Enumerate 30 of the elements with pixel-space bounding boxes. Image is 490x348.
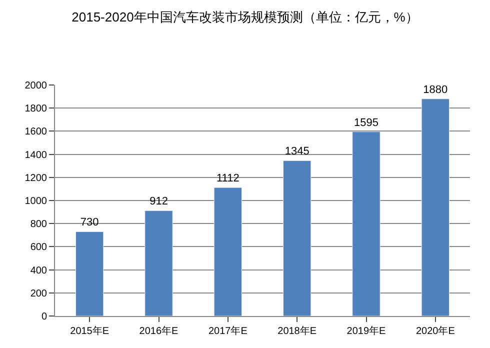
y-tick-label: 1200	[24, 172, 48, 184]
bar	[352, 132, 380, 316]
y-tick-label: 600	[30, 242, 48, 254]
y-tick-label: 1600	[24, 126, 48, 138]
data-label: 912	[150, 196, 168, 208]
y-tick-label: 0	[41, 312, 48, 322]
bar	[283, 160, 312, 316]
x-tick-label: 2019年E	[346, 325, 386, 337]
data-label: 1112	[216, 172, 240, 185]
x-tick-label: 2016年E	[139, 325, 179, 337]
x-tick-label: 2015年E	[70, 325, 110, 337]
y-tick-label: 800	[30, 219, 48, 230]
data-label: 1880	[423, 84, 448, 96]
bar	[76, 231, 104, 316]
bar	[421, 98, 450, 316]
bar	[214, 187, 242, 316]
bar	[144, 210, 173, 316]
data-label: 1345	[284, 146, 310, 158]
y-tick-label: 1000	[24, 196, 48, 207]
x-tick-label: 2018年E	[278, 325, 317, 337]
y-tick-label: 200	[30, 288, 48, 300]
data-label: 1595	[354, 116, 378, 129]
y-tick-label: 1800	[24, 104, 48, 115]
x-tick-label: 2020年E	[416, 325, 456, 337]
y-tick-label: 1400	[24, 150, 48, 161]
chart-title: 2015-2020年中国汽车改装市场规模预测（单位：亿元，%）	[72, 9, 418, 24]
x-tick-label: 2017年E	[208, 325, 248, 337]
y-tick-label: 2000	[24, 80, 48, 92]
data-label: 730	[80, 216, 99, 229]
y-tick-label: 400	[30, 265, 48, 276]
